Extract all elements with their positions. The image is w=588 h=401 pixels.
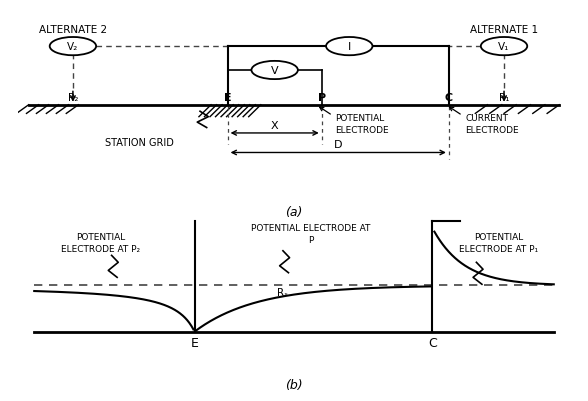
Text: C: C <box>445 93 453 103</box>
Circle shape <box>252 62 298 80</box>
Text: ALTERNATE 2: ALTERNATE 2 <box>39 25 107 34</box>
Text: V₂: V₂ <box>67 42 79 52</box>
Text: X: X <box>271 120 279 130</box>
Text: V₁: V₁ <box>499 42 510 52</box>
Text: (b): (b) <box>285 379 303 391</box>
Text: V: V <box>271 66 279 76</box>
Text: STATION GRID: STATION GRID <box>105 138 173 148</box>
Text: P: P <box>318 93 326 103</box>
Circle shape <box>50 38 96 56</box>
Text: C: C <box>428 336 436 349</box>
Text: Rₛ: Rₛ <box>278 287 289 297</box>
Circle shape <box>326 38 372 56</box>
Text: P₂: P₂ <box>68 93 78 103</box>
Text: POTENTIAL
ELECTRODE: POTENTIAL ELECTRODE <box>335 114 389 134</box>
Text: POTENTIAL
ELECTRODE AT P₁: POTENTIAL ELECTRODE AT P₁ <box>459 233 538 253</box>
Text: E: E <box>191 336 198 349</box>
Circle shape <box>481 38 527 56</box>
Text: POTENTIAL ELECTRODE AT
P: POTENTIAL ELECTRODE AT P <box>251 223 370 244</box>
Text: E: E <box>224 93 232 103</box>
Text: D: D <box>334 140 342 150</box>
Text: I: I <box>348 42 351 52</box>
Text: ALTERNATE 1: ALTERNATE 1 <box>470 25 538 34</box>
Text: CURRENT
ELECTRODE: CURRENT ELECTRODE <box>465 114 519 134</box>
Text: (a): (a) <box>285 205 303 218</box>
Text: POTENTIAL
ELECTRODE AT P₂: POTENTIAL ELECTRODE AT P₂ <box>61 233 140 253</box>
Text: P₁: P₁ <box>499 93 509 103</box>
